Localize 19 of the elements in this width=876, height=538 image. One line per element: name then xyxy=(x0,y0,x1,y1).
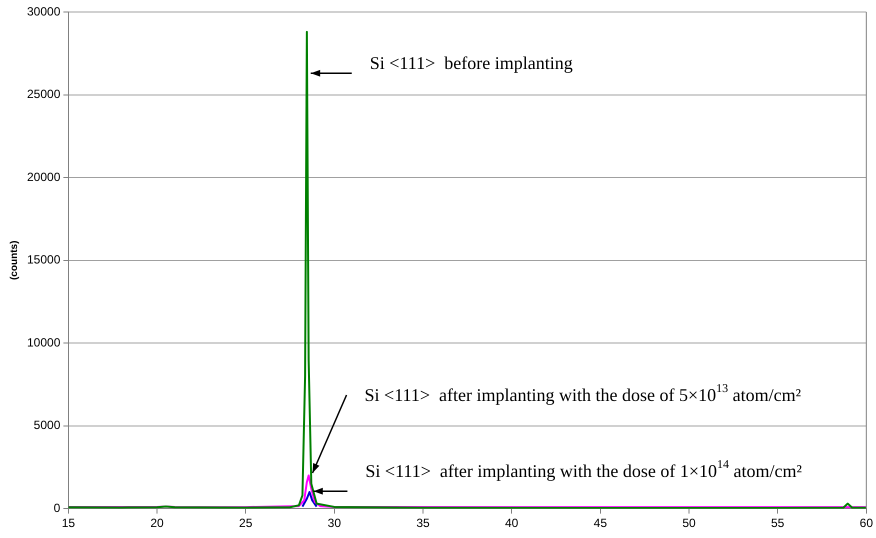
y-tick-label: 25000 xyxy=(26,87,61,102)
x-tick-label: 25 xyxy=(239,516,253,530)
y-tick-label: 30000 xyxy=(26,4,61,18)
x-tick-label: 30 xyxy=(328,516,342,530)
x-tick-label: 15 xyxy=(62,516,76,530)
x-tick-label: 35 xyxy=(416,516,430,530)
y-axis-title: (counts) xyxy=(8,240,20,280)
x-tick-label: 20 xyxy=(150,516,164,530)
x-tick-label: 45 xyxy=(594,516,608,530)
y-tick-label: 10000 xyxy=(26,335,61,350)
annotation: Si <111> before implanting xyxy=(370,53,573,74)
y-tick-label: 20000 xyxy=(26,170,61,184)
y-tick-label: 0 xyxy=(54,500,61,515)
y-tick-label: 15000 xyxy=(26,252,61,267)
y-tick-label: 5000 xyxy=(34,418,61,432)
x-tick-label: 50 xyxy=(682,516,696,530)
x-tick-label: 60 xyxy=(860,516,874,530)
x-tick-label: 55 xyxy=(770,516,785,530)
x-tick-label: 40 xyxy=(505,516,519,530)
